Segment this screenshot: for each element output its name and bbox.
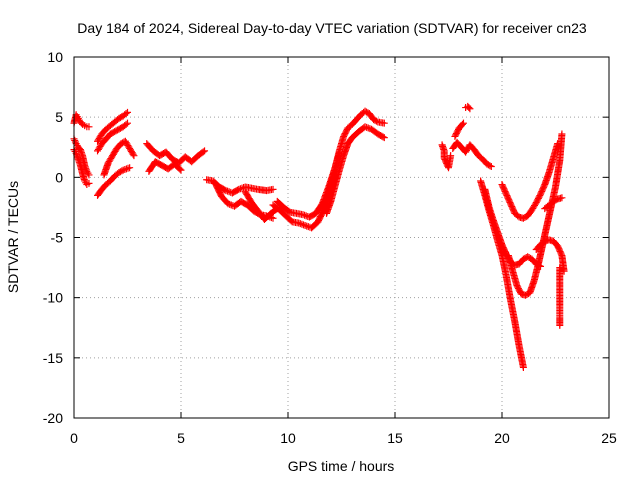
data-point <box>380 119 388 127</box>
y-tick-label: 5 <box>55 109 63 125</box>
y-tick-label: -10 <box>43 290 63 306</box>
data-point-interp <box>364 124 372 132</box>
x-tick-label: 0 <box>70 430 78 446</box>
y-tick-label: -20 <box>43 410 63 426</box>
data-point <box>295 219 303 227</box>
data-point-interp <box>226 200 234 208</box>
data-point <box>558 130 566 138</box>
x-tick-label: 20 <box>494 430 510 446</box>
data-point <box>487 163 495 171</box>
data-point <box>556 321 564 329</box>
data-point-interp <box>300 221 308 229</box>
data-point-interp <box>124 164 132 172</box>
data-point-interp <box>122 165 130 173</box>
data-point <box>201 147 209 155</box>
x-tick-label: 25 <box>601 430 617 446</box>
y-tick-label: -15 <box>43 350 63 366</box>
data-point <box>177 166 185 174</box>
data-point-interp <box>296 220 304 228</box>
data-point-interp <box>71 136 79 144</box>
x-tick-label: 15 <box>387 430 403 446</box>
data-point-interp <box>122 120 130 128</box>
y-tick-label: 10 <box>47 49 63 65</box>
data-point-interp <box>303 222 311 230</box>
y-axis-label: SDTVAR / TECUs <box>5 181 21 293</box>
data-point-interp <box>238 184 246 192</box>
data-point <box>466 105 474 113</box>
data-point <box>519 363 527 371</box>
data-point <box>130 152 138 160</box>
data-points <box>70 102 568 371</box>
data-point-interp <box>486 162 494 170</box>
data-point <box>361 123 369 131</box>
data-point <box>124 108 131 116</box>
data-point-interp <box>298 220 306 228</box>
data-point-interp <box>379 133 387 141</box>
data-point-interp <box>129 150 137 158</box>
x-axis-label: GPS time / hours <box>288 458 395 474</box>
data-point <box>560 267 568 275</box>
data-point-interp <box>122 110 130 118</box>
data-point-interp <box>301 211 309 219</box>
data-point-interp <box>236 185 244 193</box>
data-point <box>124 119 131 127</box>
data-point-interp <box>224 187 232 195</box>
data-point-interp <box>199 148 207 156</box>
data-point <box>447 152 455 160</box>
data-point-interp <box>121 166 129 174</box>
data-point <box>269 214 277 222</box>
data-point <box>301 221 309 229</box>
data-point <box>119 166 127 174</box>
data-point <box>85 179 93 187</box>
x-tick-label: 10 <box>280 430 296 446</box>
data-point <box>126 164 134 172</box>
data-point <box>222 187 230 195</box>
data-point-interp <box>176 165 184 173</box>
data-point <box>459 119 467 127</box>
data-point-interp <box>465 104 473 112</box>
data-point <box>558 194 566 202</box>
data-point <box>380 134 388 142</box>
data-point <box>299 211 307 219</box>
y-tick-label: -5 <box>51 230 64 246</box>
data-point <box>224 200 232 208</box>
data-point-interp <box>363 123 371 131</box>
data-point <box>85 171 93 179</box>
data-point <box>85 123 93 131</box>
data-point <box>269 185 277 193</box>
chart-title: Day 184 of 2024, Sidereal Day-to-day VTE… <box>77 20 587 36</box>
y-tick-label: 0 <box>55 169 63 185</box>
plot-border <box>73 56 610 419</box>
data-point-interp <box>458 120 466 128</box>
data-point-interp <box>118 167 126 175</box>
data-point-interp <box>372 117 380 125</box>
x-tick-label: 5 <box>177 430 185 446</box>
data-point <box>235 185 243 193</box>
